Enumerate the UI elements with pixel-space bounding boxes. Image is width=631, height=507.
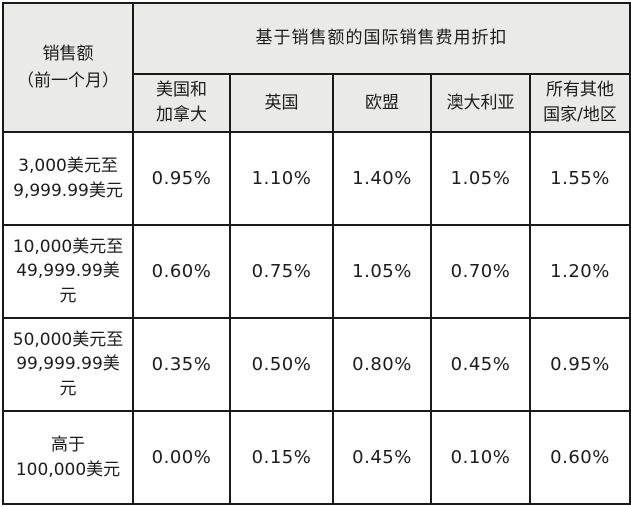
table-title: 基于销售额的国际销售费用折扣 bbox=[131, 2, 631, 75]
value-cell: 0.70% bbox=[430, 224, 531, 319]
row-label: 10,000美元至 49,999.99美元 bbox=[2, 224, 134, 319]
table-header-row: 销售额 （前一个月） 基于销售额的国际销售费用折扣 bbox=[2, 2, 631, 133]
value-cell: 0.60% bbox=[528, 410, 631, 505]
column-header-us-canada: 美国和 加拿大 bbox=[132, 73, 231, 133]
row-label: 高于 100,000美元 bbox=[2, 410, 134, 505]
value-cell: 0.35% bbox=[132, 317, 231, 412]
value-cell: 1.55% bbox=[528, 131, 631, 226]
value-cell: 0.50% bbox=[229, 317, 334, 412]
value-cell: 0.15% bbox=[229, 410, 334, 505]
value-cell: 0.95% bbox=[528, 317, 631, 412]
table-row: 10,000美元至 49,999.99美元 0.60% 0.75% 1.05% … bbox=[2, 224, 631, 319]
column-header-eu: 欧盟 bbox=[332, 73, 432, 133]
table-row: 3,000美元至 9,999.99美元 0.95% 1.10% 1.40% 1.… bbox=[2, 131, 631, 226]
column-header-uk: 英国 bbox=[229, 73, 334, 133]
table-row: 高于 100,000美元 0.00% 0.15% 0.45% 0.10% 0.6… bbox=[2, 410, 631, 505]
value-cell: 1.05% bbox=[332, 224, 432, 319]
value-cell: 0.45% bbox=[332, 410, 432, 505]
value-cell: 0.45% bbox=[430, 317, 531, 412]
corner-header-sales-amount: 销售额 （前一个月） bbox=[2, 2, 134, 133]
value-cell: 0.10% bbox=[430, 410, 531, 505]
value-cell: 1.40% bbox=[332, 131, 432, 226]
column-header-other-countries: 所有其他 国家/地区 bbox=[528, 73, 631, 133]
value-cell: 0.95% bbox=[132, 131, 231, 226]
value-cell: 0.80% bbox=[332, 317, 432, 412]
region-header-row: 美国和 加拿大 英国 欧盟 澳大利亚 所有其他 国家/地区 bbox=[3, 73, 631, 133]
value-cell: 0.00% bbox=[132, 410, 231, 505]
value-cell: 1.10% bbox=[229, 131, 334, 226]
row-label: 50,000美元至 99,999.99美元 bbox=[2, 317, 134, 412]
table-row: 50,000美元至 99,999.99美元 0.35% 0.50% 0.80% … bbox=[2, 317, 631, 412]
column-header-australia: 澳大利亚 bbox=[430, 73, 531, 133]
value-cell: 0.60% bbox=[132, 224, 231, 319]
value-cell: 0.75% bbox=[229, 224, 334, 319]
value-cell: 1.05% bbox=[430, 131, 531, 226]
row-label: 3,000美元至 9,999.99美元 bbox=[2, 131, 134, 226]
value-cell: 1.20% bbox=[528, 224, 631, 319]
